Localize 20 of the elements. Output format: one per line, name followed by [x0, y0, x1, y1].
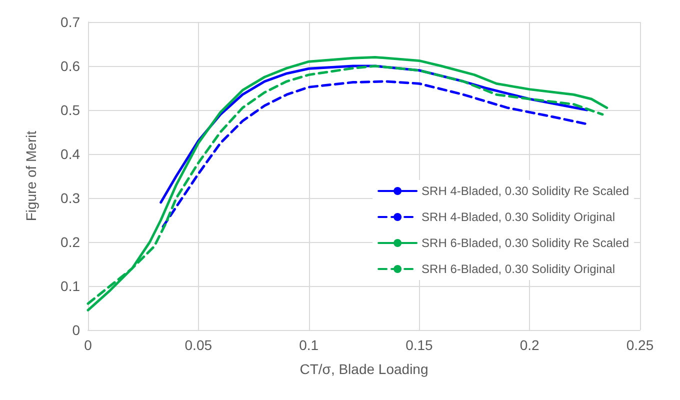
y-tick-label: 0.2: [60, 234, 80, 250]
y-tick-label: 0.1: [60, 278, 80, 294]
x-tick-label: 0.1: [299, 337, 319, 353]
x-tick-label: 0.2: [520, 337, 540, 353]
legend-label: SRH 6-Bladed, 0.30 Solidity Re Scaled: [422, 236, 630, 250]
x-tick-label: 0.25: [626, 337, 654, 353]
y-tick-label: 0.3: [60, 190, 80, 206]
y-tick-label: 0.7: [60, 14, 80, 30]
legend-label: SRH 4-Bladed, 0.30 Solidity Re Scaled: [422, 184, 630, 198]
y-tick-label: 0.5: [60, 102, 80, 118]
x-axis-title: CT/σ, Blade Loading: [300, 361, 428, 377]
y-axis-title: Figure of Merit: [23, 130, 39, 222]
y-tick-label: 0.4: [60, 146, 80, 162]
y-tick-label: 0.6: [60, 58, 80, 74]
legend-label: SRH 4-Bladed, 0.30 Solidity Original: [422, 210, 615, 224]
x-tick-label: 0: [84, 337, 92, 353]
legend-label: SRH 6-Bladed, 0.30 Solidity Original: [422, 262, 615, 276]
y-tick-label: 0: [72, 322, 80, 338]
x-tick-label: 0.15: [406, 337, 434, 353]
x-tick-label: 0.05: [184, 337, 212, 353]
